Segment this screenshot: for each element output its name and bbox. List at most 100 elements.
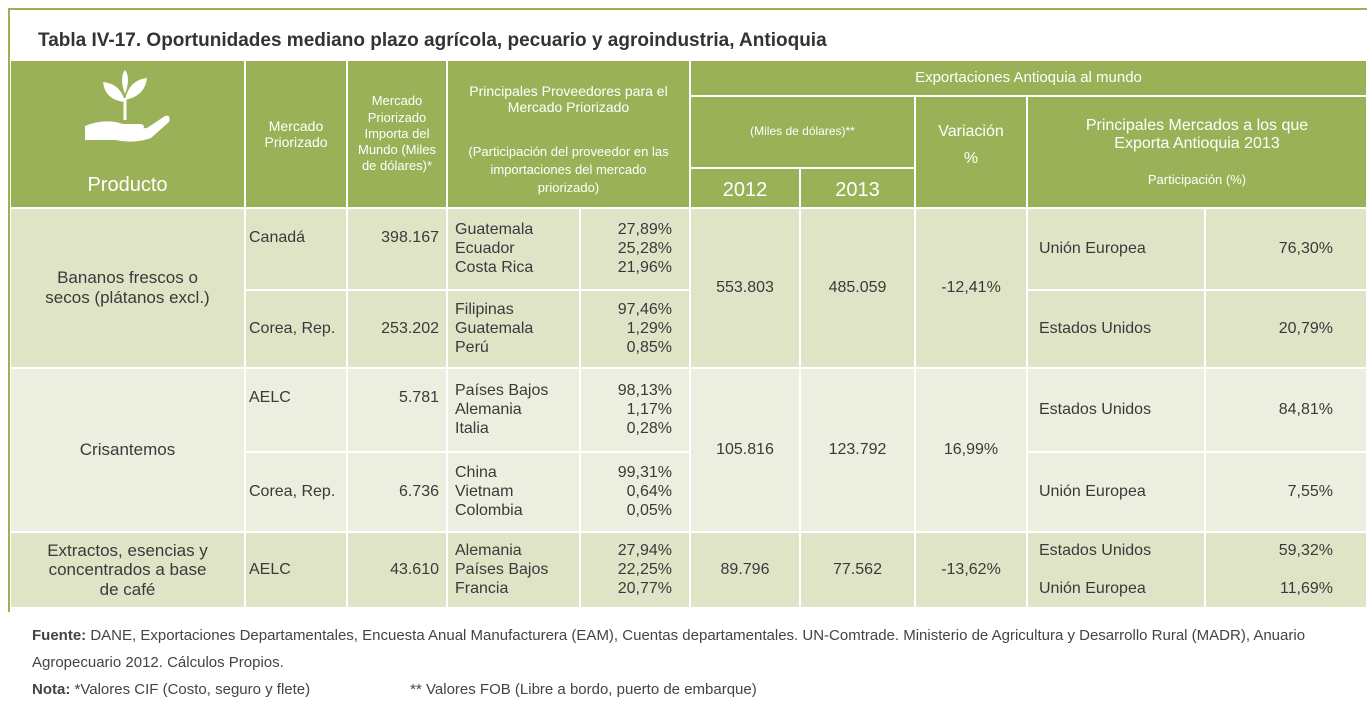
body-cell <box>580 452 690 532</box>
supplier-name: Perú <box>455 338 489 356</box>
body-cell <box>690 208 800 368</box>
header-cell <box>447 60 690 208</box>
supplier-name: Francia <box>455 579 509 597</box>
source-text: DANE, Exportaciones Departamentales, Enc… <box>32 627 1306 671</box>
export-market: Estados Unidos <box>1039 541 1152 559</box>
body-cell <box>580 532 690 608</box>
header-cell <box>915 96 1027 208</box>
body-cell <box>347 368 447 452</box>
supplier-name: Alemania <box>455 541 522 559</box>
supplier-share: 21,96% <box>617 258 672 276</box>
export-share: 84,81% <box>1278 400 1333 418</box>
body-cell <box>800 368 915 532</box>
supplier-share: 0,64% <box>626 482 672 500</box>
market-name: Corea, Rep. <box>249 319 336 337</box>
export-value: 89.796 <box>720 560 770 578</box>
body-cell <box>690 532 800 608</box>
header-cell <box>245 60 347 208</box>
export-market: Estados Unidos <box>1039 319 1152 337</box>
product-name: Bananos frescos o secos (plátanos excl.) <box>45 268 210 307</box>
body-cell <box>580 290 690 368</box>
supplier-name: Colombia <box>455 501 523 519</box>
header-cell <box>690 60 1367 96</box>
export-value: 123.792 <box>828 440 887 458</box>
body-cell <box>447 452 580 532</box>
body-cell <box>347 290 447 368</box>
body-cell <box>1205 452 1367 532</box>
import-value: 253.202 <box>381 319 439 337</box>
body-cell <box>447 368 580 452</box>
body-cell <box>245 452 347 532</box>
supplier-share: 0,85% <box>626 338 672 356</box>
body-cell <box>580 368 690 452</box>
header-text: Variación % <box>938 122 1004 167</box>
body-cell <box>915 208 1027 368</box>
market-name: AELC <box>249 560 291 578</box>
body-cell <box>915 532 1027 608</box>
table-title: Tabla IV-17. Oportunidades mediano plazo… <box>38 30 827 51</box>
header-text: Mercado Priorizado Importa del Mundo (Mi… <box>357 93 437 174</box>
header-text: Exportaciones Antioquia al mundo <box>915 69 1142 87</box>
body-cell <box>10 532 245 608</box>
footer: Fuente: DANE, Exportaciones Departamenta… <box>32 622 1332 703</box>
import-value: 398.167 <box>381 228 439 246</box>
supplier-name: Países Bajos <box>455 560 549 578</box>
variation-value: -13,62% <box>941 560 1001 578</box>
header-cell <box>800 168 915 208</box>
product-icon <box>85 70 170 142</box>
export-market: Unión Europea <box>1039 579 1146 597</box>
export-value: 77.562 <box>833 560 882 578</box>
body-cell <box>1027 452 1205 532</box>
header-text: Mercado Priorizado <box>264 117 328 150</box>
supplier-name: Ecuador <box>455 239 515 257</box>
body-cell <box>10 208 245 368</box>
header-cell <box>690 96 915 168</box>
supplier-name: Vietnam <box>455 482 514 500</box>
body-cell <box>245 208 347 290</box>
header-text: 2013 <box>835 178 880 201</box>
market-name: Corea, Rep. <box>249 482 336 500</box>
product-name: Crisantemos <box>79 440 176 460</box>
export-market: Estados Unidos <box>1039 400 1152 418</box>
supplier-name: Costa Rica <box>455 258 534 276</box>
body-cell <box>800 532 915 608</box>
body-cell <box>1027 290 1205 368</box>
header-text: 2012 <box>722 178 768 201</box>
export-share: 7,55% <box>1287 482 1333 500</box>
product-name: Extractos, esencias y concentrados a bas… <box>47 540 208 599</box>
body-cell <box>347 208 447 290</box>
body-cell <box>347 452 447 532</box>
header-cell <box>347 60 447 208</box>
header-cell <box>690 168 800 208</box>
body-cell <box>347 532 447 608</box>
supplier-share: 97,46% <box>617 300 672 318</box>
export-share: 20,79% <box>1278 319 1333 337</box>
header-text: Principales Mercados a los que Exporta A… <box>1085 116 1309 152</box>
supplier-name: Guatemala <box>455 220 534 238</box>
body-cell <box>245 290 347 368</box>
supplier-share: 25,28% <box>617 239 672 257</box>
header-text: Producto <box>87 173 168 196</box>
import-value: 5.781 <box>398 388 439 406</box>
note-text: *Valores CIF (Costo, seguro y flete) <box>74 681 311 698</box>
export-market: Unión Europea <box>1039 482 1146 500</box>
export-value: 105.816 <box>716 440 774 458</box>
supplier-share: 27,89% <box>617 220 672 238</box>
supplier-share: 1,17% <box>626 400 672 418</box>
body-cell <box>1027 368 1205 452</box>
body-cell <box>580 208 690 290</box>
body-cell <box>690 368 800 532</box>
supplier-name: China <box>455 463 497 481</box>
source-label: Fuente: <box>32 627 87 644</box>
supplier-share: 0,28% <box>626 419 672 437</box>
header-text: (Miles de dólares)** <box>750 124 855 139</box>
header-text: Principales Proveedores para el Mercado … <box>469 82 668 115</box>
export-share: 11,69% <box>1279 579 1333 597</box>
frame <box>8 8 1367 612</box>
market-name: Canadá <box>249 228 306 246</box>
export-share: 59,32% <box>1278 541 1333 559</box>
supplier-name: Italia <box>455 419 489 437</box>
body-cell <box>447 208 580 290</box>
export-value: 553.803 <box>716 278 774 296</box>
